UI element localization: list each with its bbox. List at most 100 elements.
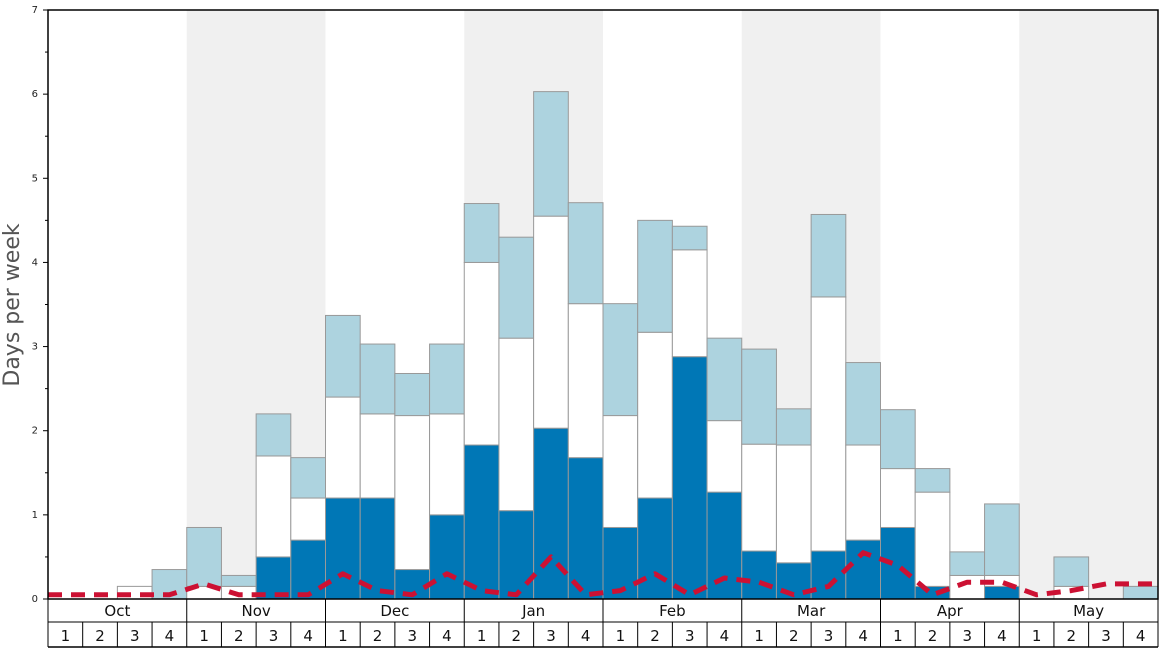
bar-week-13-segment-1 [463,444,500,600]
trend-line [48,550,1158,598]
bar-week-12-segment-1 [429,514,465,600]
week-label-16: 4 [581,627,591,645]
bar-week-23-segment-2 [810,296,847,552]
bar-week-18-segment-2 [637,331,673,499]
bar-week-10-segment-3 [359,343,396,415]
month-shade-may [1019,10,1158,599]
y-tick-label-5: 5 [32,173,38,184]
bar-week-24-segment-1 [845,539,881,600]
week-label-10: 2 [373,627,383,645]
bar-week-10-segment-2 [359,413,396,499]
bar-week-7-segment-3 [255,413,292,457]
bar-week-11-segment-2 [394,415,431,571]
bar-week-13-segment-2 [463,261,500,446]
week-label-2: 2 [95,627,105,645]
bar-week-16-segment-3 [567,202,604,305]
bar-week-16-segment-2 [567,303,604,459]
week-label-24: 4 [858,627,868,645]
y-tick-label-6: 6 [32,89,38,100]
week-label-25: 1 [893,627,903,645]
bar-week-22-segment-2 [775,444,812,564]
bar-week-21-segment-1 [741,550,777,600]
month-label-may: May [1073,602,1104,620]
bar-week-25-segment-3 [880,409,916,470]
bar-week-22-segment-3 [775,408,812,446]
month-label-dec: Dec [380,602,409,620]
bar-week-8-segment-3 [290,457,326,499]
trend-line-layer [48,550,1158,598]
y-tick-label-4: 4 [32,257,38,268]
week-label-8: 4 [303,627,313,645]
bar-week-18-segment-3 [637,219,673,333]
bar-week-21-segment-3 [741,348,777,445]
month-label-nov: Nov [241,602,270,620]
bar-week-8-segment-2 [290,497,326,541]
bar-week-27-segment-3 [949,551,986,576]
week-label-31: 3 [1101,627,1111,645]
week-label-18: 2 [650,627,660,645]
week-label-7: 3 [269,627,279,645]
bar-week-12-segment-3 [429,343,465,415]
bar-week-15-segment-3 [533,91,569,217]
bar-week-20-segment-3 [706,337,743,422]
bar-week-11-segment-3 [394,372,431,417]
bar-week-7-segment-2 [255,455,292,558]
week-label-29: 1 [1032,627,1042,645]
y-tick-label-3: 3 [32,342,38,353]
bar-week-14-segment-3 [498,236,535,339]
week-label-9: 1 [338,627,348,645]
bar-week-26-segment-3 [914,468,951,493]
bar-week-18-segment-1 [637,497,673,600]
week-label-28: 4 [997,627,1007,645]
bar-week-26-segment-2 [914,491,951,587]
bar-week-14-segment-2 [498,337,535,512]
week-label-20: 4 [720,627,730,645]
bar-week-21-segment-2 [741,443,777,552]
bar-week-12-segment-2 [429,413,465,516]
week-label-15: 3 [546,627,556,645]
week-label-23: 3 [824,627,834,645]
week-label-3: 3 [130,627,140,645]
month-label-mar: Mar [797,602,826,620]
week-label-11: 3 [407,627,417,645]
bar-week-16-segment-1 [567,457,604,600]
bar-week-14-segment-1 [498,510,535,600]
bar-week-20-segment-1 [706,491,743,600]
y-tick-label-2: 2 [32,426,38,437]
week-label-27: 3 [962,627,972,645]
month-label-jan: Jan [521,602,545,620]
bar-week-19-segment-2 [671,249,708,358]
bar-week-20-segment-2 [706,420,743,493]
bar-week-15-segment-2 [533,215,569,429]
week-label-6: 2 [234,627,244,645]
week-label-19: 3 [685,627,695,645]
week-label-17: 1 [616,627,626,645]
bar-week-24-segment-2 [845,444,881,541]
month-label-oct: Oct [104,602,130,620]
bar-week-17-segment-3 [602,303,639,417]
y-tick-label-7: 7 [32,5,38,16]
y-tick-label-1: 1 [32,510,38,521]
bar-week-25-segment-2 [880,468,916,528]
y-axis-label: Days per week [0,223,25,386]
bar-week-32-segment-3 [1122,585,1159,600]
bar-week-13-segment-3 [463,203,500,263]
bar-week-6-segment-3 [220,574,257,587]
bar-week-23-segment-3 [810,213,847,298]
week-label-4: 4 [165,627,175,645]
bar-week-19-segment-3 [671,225,708,251]
week-label-32: 4 [1136,627,1146,645]
bar-week-5-segment-3 [186,526,222,587]
bar-week-27-segment-2 [949,574,986,600]
bar-week-28-segment-3 [984,503,1020,576]
bar-week-17-segment-2 [602,415,639,528]
bar-week-19-segment-1 [671,356,708,600]
axis-layer: 0 1 2 3 4 5 6 7 Oct Nov Dec Jan Feb Mar Apr May 1 2 3 4 1 2 3 4… [32,5,1159,648]
week-label-26: 2 [928,627,938,645]
week-label-22: 2 [789,627,799,645]
bar-week-30-segment-3 [1053,556,1090,587]
week-label-12: 4 [442,627,452,645]
bar-week-9-segment-3 [325,314,361,398]
month-label-apr: Apr [937,602,964,620]
